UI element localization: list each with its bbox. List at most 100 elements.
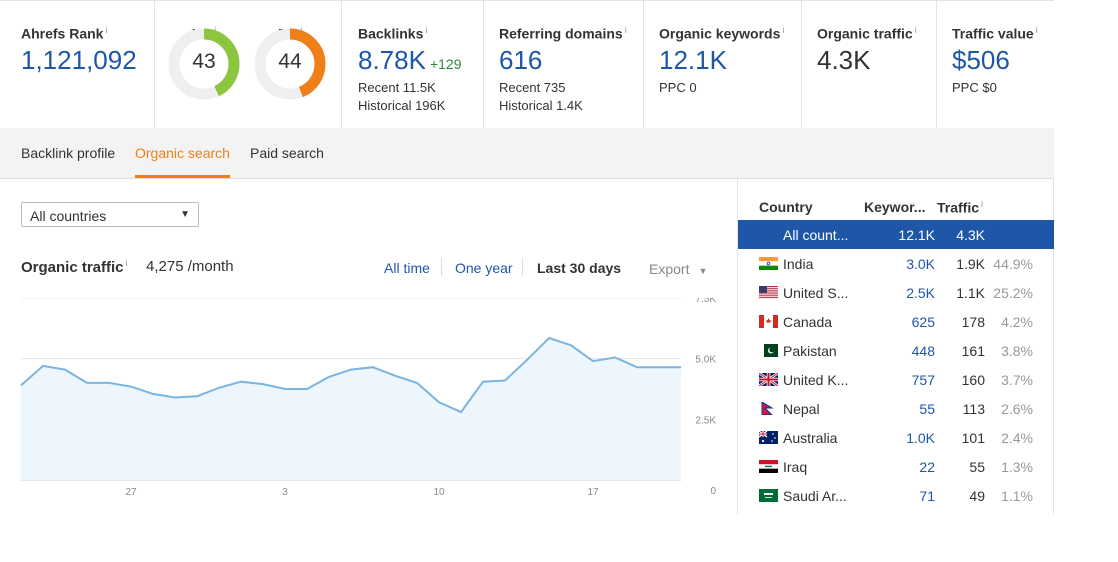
country-row[interactable]: Australia 1.0K 101 2.4% <box>738 423 1054 452</box>
range-divider <box>522 258 523 276</box>
country-keywords[interactable]: 2.5K <box>906 285 935 301</box>
country-name[interactable]: Canada <box>783 314 833 330</box>
info-icon[interactable]: i <box>125 258 128 268</box>
traffic-value-value[interactable]: $506 <box>952 45 1010 75</box>
country-row[interactable]: India 3.0K 1.9K 44.9% <box>738 249 1054 278</box>
info-icon[interactable]: i <box>300 25 303 35</box>
info-icon[interactable]: i <box>1035 25 1038 35</box>
country-keywords[interactable]: 71 <box>919 488 935 504</box>
dr-gauge[interactable]: 44 <box>254 28 326 100</box>
country-traffic-share: 3.7% <box>1001 372 1033 388</box>
info-icon[interactable]: i <box>914 25 917 35</box>
australia-flag-icon <box>758 430 778 444</box>
organic-keywords-label: Organic keywords <box>659 25 781 42</box>
country-row[interactable]: Pakistan 448 161 3.8% <box>738 336 1054 365</box>
country-keywords[interactable]: 3.0K <box>906 256 935 272</box>
country-name[interactable]: Nepal <box>783 401 820 417</box>
referring-domains-value[interactable]: 616 <box>499 45 543 75</box>
country-traffic: 113 <box>962 401 985 417</box>
range-all-time[interactable]: All time <box>384 260 430 276</box>
country-row-all[interactable]: All count... 12.1K 4.3K <box>738 220 1054 249</box>
info-icon[interactable]: i <box>425 25 428 35</box>
organic-keywords-value[interactable]: 12.1K <box>659 45 727 75</box>
ur-gauge[interactable]: 43 <box>168 28 240 100</box>
country-name[interactable]: India <box>783 256 814 272</box>
organic-keywords-card: Organic keywords i 12.1K PPC 0 <box>644 1 802 128</box>
traffic-column-header[interactable]: Traffic <box>937 199 980 216</box>
organic-traffic-chart-title: Organic traffic <box>21 259 124 276</box>
info-icon[interactable]: i <box>981 199 984 209</box>
country-row[interactable]: Iraq 22 55 1.3% <box>738 452 1054 481</box>
info-icon[interactable]: i <box>214 25 217 35</box>
export-label: Export <box>649 261 690 277</box>
canada-flag-icon <box>759 315 778 328</box>
active-tab-indicator <box>135 175 230 178</box>
country-name[interactable]: United S... <box>783 285 849 301</box>
country-keywords[interactable]: 12.1K <box>898 227 935 243</box>
caret-down-icon: ▼ <box>698 266 708 276</box>
country-name[interactable]: All count... <box>783 227 849 243</box>
ahrefs-rank-value[interactable]: 1,121,092 <box>21 45 137 75</box>
tab-paid-search[interactable]: Paid search <box>250 145 324 161</box>
y-tick-label: 7.5K <box>695 298 716 305</box>
metrics-bar: Ahrefs Rank i 1,121,092 UR i 43 DR i 44 <box>0 0 1054 129</box>
tab-backlink-profile[interactable]: Backlink profile <box>21 145 116 161</box>
country-traffic: 161 <box>961 343 985 359</box>
country-keywords[interactable]: 448 <box>911 343 935 359</box>
saudi-flag-icon <box>759 489 778 502</box>
country-name[interactable]: Saudi Ar... <box>783 488 847 504</box>
info-icon[interactable]: i <box>782 25 785 35</box>
x-tick-label: 17 <box>587 487 599 498</box>
backlinks-value[interactable]: 8.78K <box>358 45 426 75</box>
country-traffic-share: 4.2% <box>1001 314 1033 330</box>
country-traffic: 1.9K <box>956 256 985 272</box>
backlinks-recent: Recent 11.5K <box>358 80 436 95</box>
country-traffic: 55 <box>969 459 985 475</box>
country-name[interactable]: Pakistan <box>783 343 837 359</box>
country-keywords[interactable]: 625 <box>911 314 935 330</box>
country-name[interactable]: Iraq <box>783 459 808 475</box>
range-one-year[interactable]: One year <box>455 260 513 276</box>
dr-gauge-ring <box>254 28 326 100</box>
keywords-column-header[interactable]: Keywor... <box>864 199 926 215</box>
country-select[interactable]: All countries ▼ <box>21 202 199 227</box>
export-button[interactable]: Export ▼ <box>649 261 707 277</box>
country-keywords[interactable]: 22 <box>919 459 935 475</box>
range-last-30-days[interactable]: Last 30 days <box>537 260 622 276</box>
country-traffic: 178 <box>961 314 985 330</box>
x-tick-label: 3 <box>282 487 288 498</box>
country-row[interactable]: United K... 757 160 3.7% <box>738 365 1054 394</box>
referring-domains-recent: Recent 735 <box>499 80 566 95</box>
country-traffic-share: 2.4% <box>1001 430 1033 446</box>
y-tick-label: 5.0K <box>695 355 716 366</box>
backlinks-delta[interactable]: +129 <box>429 56 462 72</box>
usa-flag-icon <box>759 286 778 299</box>
referring-domains-label: Referring domains <box>499 25 623 42</box>
backlinks-card: Backlinks i 8.78K +129 Recent 11.5K Histor… <box>342 1 484 128</box>
country-row[interactable]: United S... 2.5K 1.1K 25.2% <box>738 278 1054 307</box>
chart-area-fill <box>21 338 681 480</box>
tab-organic-search[interactable]: Organic search <box>135 145 230 161</box>
backlinks-label: Backlinks <box>358 25 424 42</box>
country-keywords[interactable]: 55 <box>919 401 935 417</box>
x-tick-label: 27 <box>125 487 137 498</box>
info-icon[interactable]: i <box>105 25 108 35</box>
country-traffic-share: 25.2% <box>993 285 1033 301</box>
organic-traffic-chart[interactable]: 7.5K 5.0K 2.5K 0 27 3 10 17 <box>0 298 730 502</box>
country-traffic: 49 <box>969 488 985 504</box>
country-row[interactable]: Canada 625 178 4.2% <box>738 307 1054 336</box>
uk-flag-icon <box>758 371 779 388</box>
info-icon[interactable]: i <box>624 25 627 35</box>
country-keywords[interactable]: 1.0K <box>906 430 935 446</box>
range-divider <box>441 258 442 276</box>
iraq-flag-icon <box>759 460 778 473</box>
country-keywords[interactable]: 757 <box>911 372 935 388</box>
country-name[interactable]: United K... <box>783 372 849 388</box>
country-row[interactable]: Nepal 55 113 2.6% <box>738 394 1054 423</box>
nepal-flag-icon <box>759 401 778 416</box>
country-row[interactable]: Saudi Ar... 71 49 1.1% <box>738 481 1054 510</box>
country-column-header[interactable]: Country <box>759 199 813 215</box>
country-traffic-share: 44.9% <box>993 256 1033 272</box>
country-traffic-share: 1.3% <box>1001 459 1033 475</box>
country-name[interactable]: Australia <box>783 430 838 446</box>
